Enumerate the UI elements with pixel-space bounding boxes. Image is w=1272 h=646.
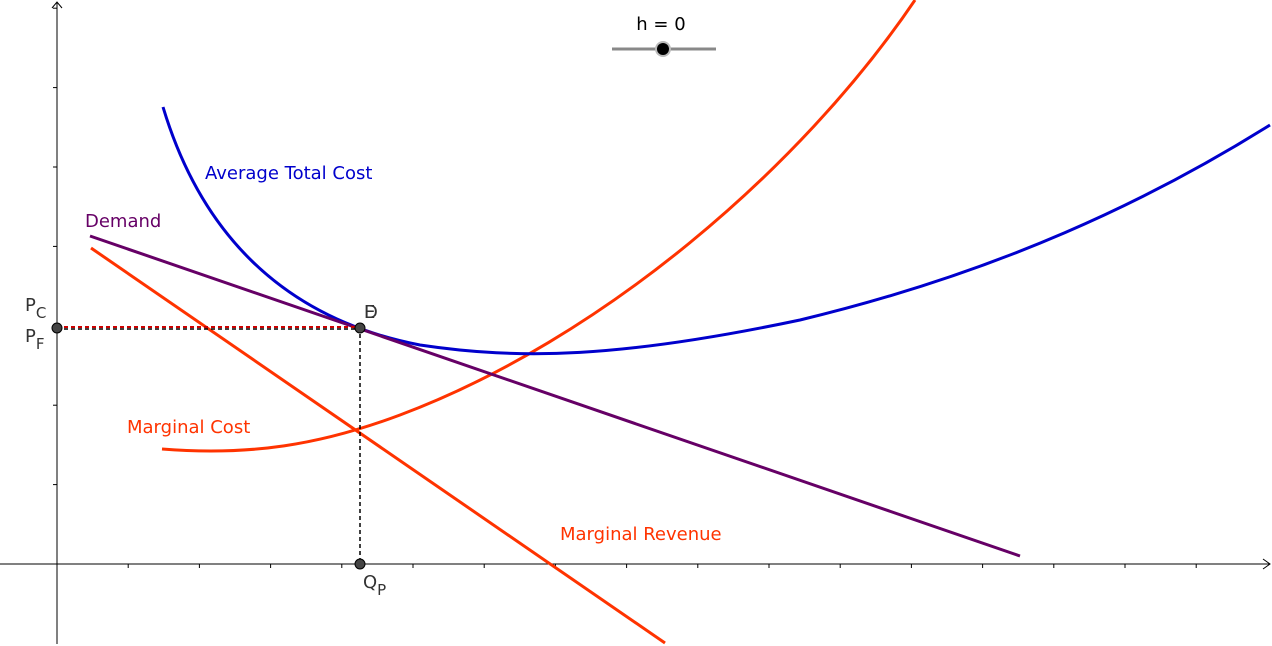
point-label: D (364, 302, 378, 323)
point-label: E (364, 302, 375, 323)
point (354, 322, 366, 334)
marginal-cost-curve (161, 0, 917, 453)
label-main: Q (363, 572, 377, 593)
label-sub: F (36, 335, 45, 353)
demand-line (89, 234, 1021, 558)
axis-label: PC (25, 295, 46, 322)
axis-label: QP (363, 572, 386, 599)
curve-label: Average Total Cost (205, 163, 372, 184)
curve-label: Demand (85, 211, 161, 232)
slider-knob[interactable] (657, 43, 669, 55)
curve-label: Marginal Revenue (560, 524, 722, 545)
curve-label: Marginal Cost (127, 417, 250, 438)
axis-label: PF (25, 326, 45, 353)
y-arrow (51, 1, 63, 9)
point (354, 558, 366, 570)
mr-line (90, 246, 666, 645)
atc-curve (161, 106, 1271, 356)
label-main: P (25, 326, 36, 347)
ticks (53, 7, 1197, 568)
label-main: P (25, 295, 36, 316)
label-sub: P (377, 581, 386, 599)
label-sub: C (36, 304, 46, 322)
x-arrow (1262, 558, 1271, 570)
point (51, 322, 63, 334)
slider-label: h = 0 (636, 14, 685, 35)
